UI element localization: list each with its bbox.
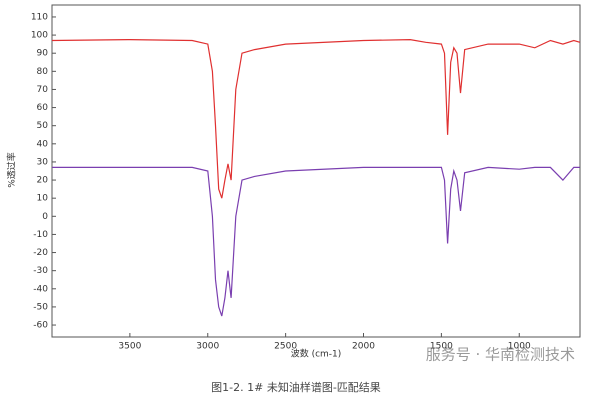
caption: 图1-2. 1# 未知油样谱图-匹配结果 <box>211 380 381 394</box>
y-tick-label: -20 <box>33 248 48 258</box>
x-tick-label: 1500 <box>430 342 453 352</box>
spectrum-line <box>51 38 581 199</box>
spectrum-line <box>52 166 580 317</box>
y-tick-label: 40 <box>37 139 49 149</box>
y-tick-label: -40 <box>33 284 48 294</box>
x-tick-label: 1000 <box>508 342 531 352</box>
y-tick-label: 90 <box>37 49 49 59</box>
y-tick-label: -10 <box>33 230 48 240</box>
plot-frame <box>51 4 581 338</box>
y-tick-label: 80 <box>37 67 49 77</box>
y-tick-label: 50 <box>37 121 49 131</box>
y-tick-label: 0 <box>42 212 48 222</box>
y-tick-label: 70 <box>37 85 49 95</box>
y-tick-label: 100 <box>31 31 48 41</box>
y-tick-label: -30 <box>33 266 48 276</box>
y-tick-label: 60 <box>37 103 49 113</box>
watermark: 服务号 · 华南检测技术 <box>426 346 575 364</box>
x-tick-label: 3000 <box>196 342 219 352</box>
y-tick-label: 110 <box>31 12 48 22</box>
y-tick-label: 20 <box>37 176 49 186</box>
x-tick-label: 3500 <box>118 342 141 352</box>
y-tick-label: 10 <box>37 194 49 204</box>
x-tick-label: 2000 <box>352 342 375 352</box>
y-tick-label: -60 <box>33 321 48 331</box>
x-axis-label: 波数 (cm-1) <box>291 348 342 360</box>
y-tick-label: 30 <box>37 157 49 167</box>
y-axis-label: %透过率 <box>6 152 18 188</box>
x-tick-label: 2500 <box>274 342 297 352</box>
y-tick-label: -50 <box>33 302 48 312</box>
